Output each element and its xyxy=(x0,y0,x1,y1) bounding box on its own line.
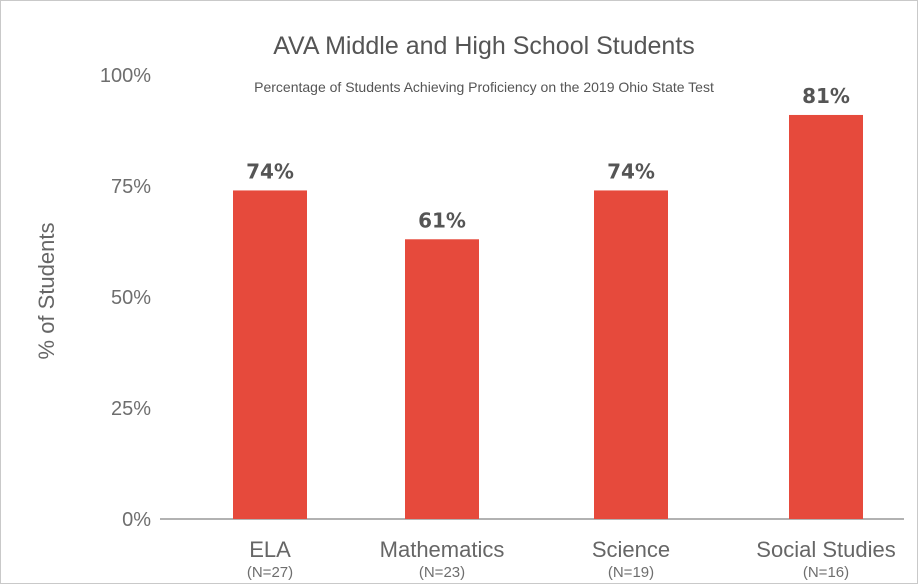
x-tick-label: Mathematics xyxy=(380,537,505,562)
y-tick-labels: 0% 25% 50% 75% 100% xyxy=(100,65,151,531)
x-tick-sample-size: (N=16) xyxy=(803,564,849,581)
bars xyxy=(233,114,863,520)
bar-science xyxy=(594,190,668,519)
y-axis-label: % of Students xyxy=(34,223,59,360)
x-tick-sample-size: (N=23) xyxy=(419,564,465,581)
x-tick-sample-size: (N=19) xyxy=(608,564,654,581)
y-tick-label: 75% xyxy=(111,176,151,198)
x-tick-label: ELA xyxy=(249,537,291,562)
data-label: 74% xyxy=(607,159,655,183)
x-tick-sample-size: (N=27) xyxy=(247,564,293,581)
bar-mathematics xyxy=(405,239,479,519)
y-tick-label: 0% xyxy=(122,509,151,531)
x-tick-labels: ELA (N=27) Mathematics (N=23) Science (N=19) S… xyxy=(247,537,896,581)
data-label: 61% xyxy=(418,208,466,232)
chart-title: AVA Middle and High School Students xyxy=(273,32,695,60)
x-tick-label: Social Studies xyxy=(756,537,895,562)
data-label: 81% xyxy=(802,84,850,108)
y-tick-label: 50% xyxy=(111,287,151,309)
data-labels: 74% 61% 74% 81% xyxy=(246,84,850,232)
y-tick-label: 100% xyxy=(100,65,151,87)
bar-ela xyxy=(233,190,307,519)
data-label: 74% xyxy=(246,159,294,183)
y-tick-label: 25% xyxy=(111,398,151,420)
bar-social-studies xyxy=(789,114,863,520)
chart-subtitle: Percentage of Students Achieving Profici… xyxy=(254,79,714,95)
x-tick-label: Science xyxy=(592,537,670,562)
